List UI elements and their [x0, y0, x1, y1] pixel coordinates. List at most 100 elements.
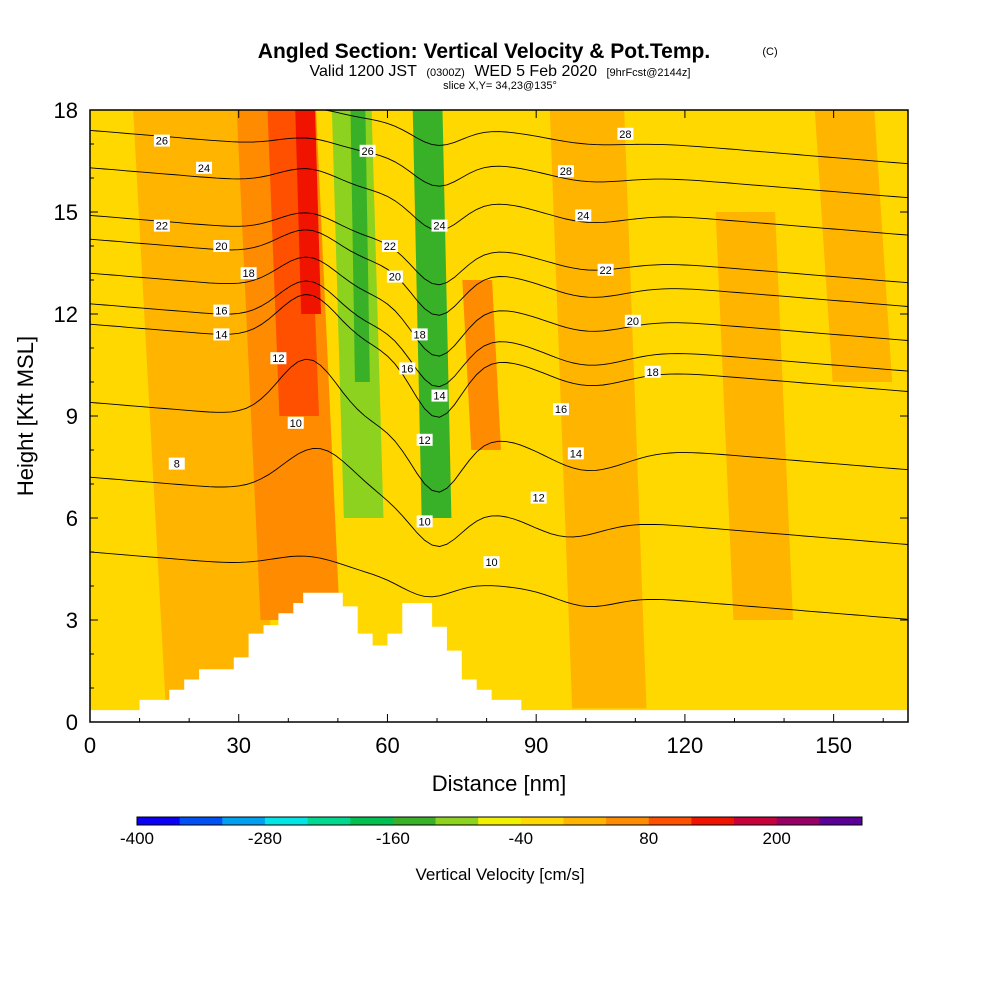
contour-label-text: 16 — [215, 306, 227, 318]
contour-label-bg — [270, 352, 287, 365]
colorbar-swatch — [179, 817, 223, 825]
contour-label-4: 24 — [196, 161, 213, 175]
contour-label-bg — [153, 219, 170, 232]
contour-label-23: 12 — [416, 433, 433, 447]
colorbar-frame — [136, 816, 863, 826]
contour-label-2: 28 — [617, 127, 634, 141]
colorbar-swatch — [691, 817, 735, 825]
theta-contour-10 — [90, 447, 908, 547]
contour-label-13: 18 — [240, 267, 257, 280]
x-axis-ticks: 0 30 60 90 120 150 — [84, 110, 884, 758]
theta-contour-18 — [90, 256, 908, 357]
contour-label-text: 12 — [419, 435, 431, 447]
theta-contour-22 — [90, 212, 908, 286]
contour-label-20: 14 — [431, 389, 448, 403]
contour-label-bg — [575, 209, 592, 222]
colorbar-swatch — [776, 817, 820, 825]
contour-label-text: 28 — [619, 129, 631, 141]
contour-label-bg — [213, 304, 230, 317]
contour-label-bg — [597, 263, 614, 276]
contour-label-text: 10 — [485, 557, 497, 569]
contour-label-text: 14 — [433, 391, 445, 403]
y-tick-label: 3 — [66, 608, 78, 633]
colorbar-swatch — [478, 817, 522, 825]
contour-label-text: 24 — [577, 210, 589, 222]
contour-label-bg — [483, 556, 500, 569]
contour-label-text: 18 — [243, 268, 255, 280]
colorbar-swatch — [520, 817, 564, 825]
contour-label-7: 22 — [153, 219, 170, 233]
velocity-band-3 — [295, 110, 322, 314]
contour-label-22: 12 — [270, 352, 287, 365]
contour-label-12: 20 — [624, 314, 641, 328]
contour-label-text: 20 — [215, 241, 227, 253]
contour-label-bg — [399, 362, 416, 375]
y-tick-label: 0 — [66, 710, 78, 735]
contour-label-bg — [416, 515, 433, 528]
plot-area: 26 26 28 28 24 24 24 22 22 22 20 20 20 18 18 18 16 16 16 14… — [90, 110, 908, 722]
colorbar-tick-label: -160 — [376, 829, 410, 848]
velocity-band-11 — [814, 110, 893, 382]
contour-label-19: 14 — [213, 328, 230, 341]
contour-label-text: 8 — [174, 459, 180, 471]
contour-label-1: 26 — [359, 144, 376, 158]
contour-label-25: 10 — [287, 416, 304, 430]
colorbar-swatch — [350, 817, 394, 825]
contour-label-text: 26 — [156, 136, 168, 148]
x-tick-label: 90 — [524, 733, 548, 758]
y-tick-label: 15 — [54, 200, 78, 225]
contour-label-bg — [552, 403, 569, 416]
contour-label-text: 28 — [560, 166, 572, 178]
y-tick-label: 6 — [66, 506, 78, 531]
colorbar-swatch — [137, 817, 181, 825]
colorbar — [136, 816, 863, 826]
contour-label-text: 22 — [384, 241, 396, 253]
contour-label-8: 22 — [381, 240, 398, 253]
contour-label-10: 20 — [213, 240, 230, 253]
contour-label-text: 22 — [156, 221, 168, 233]
contour-label-bg — [567, 447, 584, 460]
contour-label-text: 26 — [361, 146, 373, 158]
theta-contour-12 — [90, 358, 908, 493]
contour-label-24: 12 — [530, 491, 547, 505]
contour-label-text: 14 — [570, 448, 582, 460]
contour-label-bg — [416, 433, 433, 446]
forecast-info: [9hrFcst@2144z] — [607, 67, 691, 79]
colorbar-swatch — [435, 817, 479, 825]
contour-labels: 26 26 28 28 24 24 24 22 22 22 20 20 20 18 18 18 16 16 16 14… — [153, 127, 661, 569]
contour-label-text: 20 — [627, 316, 639, 328]
theta-contour-24 — [90, 167, 908, 236]
contour-label-bg — [644, 365, 661, 378]
colorbar-ticks: -400 -280 -160 -40 80 200 — [120, 829, 791, 848]
contour-label-bg — [617, 127, 634, 140]
contour-label-bg — [213, 240, 230, 252]
contour-label-text: 16 — [401, 363, 413, 375]
slice-info: slice X,Y= 34,23@135° — [443, 80, 557, 92]
colorbar-swatch — [307, 817, 351, 825]
velocity-band-8 — [462, 280, 501, 450]
contour-label-text: 10 — [419, 516, 431, 528]
valid-prefix: Valid 1200 JST — [310, 63, 418, 80]
contour-label-28: 8 — [168, 457, 185, 471]
x-tick-label: 150 — [815, 733, 852, 758]
contour-label-9: 22 — [597, 263, 614, 277]
colorbar-swatch — [819, 817, 863, 825]
contour-label-bg — [411, 328, 428, 341]
contour-label-bg — [196, 161, 213, 174]
contour-label-bg — [557, 165, 574, 178]
terrain-mask — [90, 592, 908, 722]
y-tick-label: 18 — [54, 98, 78, 123]
contour-label-text: 10 — [290, 418, 302, 430]
contour-label-bg — [530, 491, 547, 504]
y-tick-label: 12 — [54, 302, 78, 327]
contour-label-text: 22 — [599, 265, 611, 277]
x-tick-label: 30 — [226, 733, 250, 758]
colorbar-tick-label: 200 — [763, 829, 791, 848]
colorbar-tick-label: -400 — [120, 829, 154, 848]
x-tick-label: 120 — [667, 733, 704, 758]
colorbar-swatch — [734, 817, 778, 825]
x-axis-label: Distance [nm] — [432, 771, 567, 796]
contour-label-6: 24 — [575, 209, 592, 222]
colorbar-swatch — [392, 817, 437, 825]
contour-label-text: 18 — [647, 367, 659, 379]
